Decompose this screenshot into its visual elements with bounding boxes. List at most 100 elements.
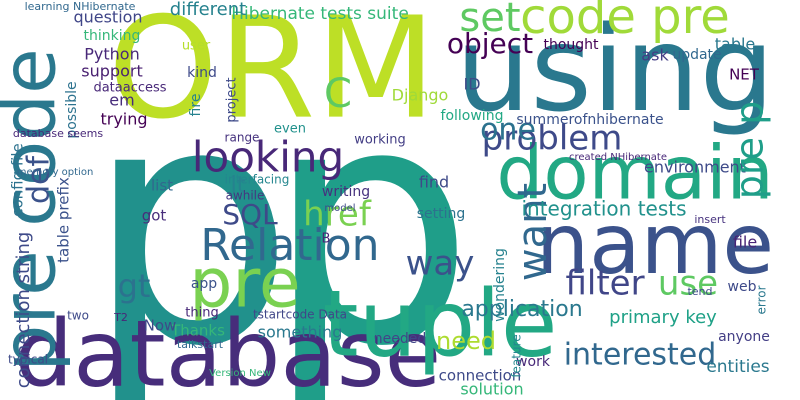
word: C bbox=[324, 71, 352, 117]
word: anyone bbox=[718, 329, 770, 345]
word: integration tests bbox=[521, 197, 686, 221]
word: ID bbox=[463, 75, 480, 94]
word: kind bbox=[187, 65, 217, 81]
word: tuple bbox=[323, 270, 558, 377]
word: gt bbox=[118, 267, 151, 305]
word: solution bbox=[460, 380, 523, 399]
word: learning NHibernate bbox=[25, 0, 136, 13]
word: range bbox=[225, 131, 260, 145]
word: support bbox=[81, 62, 142, 81]
word: entities bbox=[706, 357, 769, 377]
word: thought bbox=[543, 37, 599, 53]
word: typical bbox=[8, 353, 48, 367]
word: environment bbox=[644, 158, 746, 177]
word: Version New bbox=[209, 368, 271, 379]
word: def bbox=[22, 155, 57, 205]
word: connection string bbox=[13, 232, 34, 389]
word: T2 bbox=[113, 311, 128, 324]
word: looking bbox=[192, 133, 344, 182]
word: ask bbox=[641, 46, 669, 65]
word: find bbox=[419, 173, 449, 192]
word: two bbox=[67, 309, 89, 323]
word: tend bbox=[687, 285, 712, 298]
word: model bbox=[324, 203, 355, 214]
word: pre p bbox=[728, 101, 772, 200]
word: insert bbox=[694, 213, 726, 226]
word: something bbox=[258, 323, 343, 342]
word: error bbox=[755, 285, 769, 314]
word: Now bbox=[144, 317, 177, 335]
word: interfacing bbox=[225, 173, 290, 187]
word: way bbox=[406, 244, 475, 284]
word: want bbox=[510, 183, 556, 281]
word: dataaccess bbox=[93, 81, 166, 96]
word: wondering bbox=[492, 248, 508, 322]
word: connection bbox=[439, 367, 522, 385]
word: update bbox=[672, 47, 721, 63]
word: interested bbox=[564, 338, 717, 373]
word: web bbox=[728, 279, 757, 295]
word: Django bbox=[392, 86, 449, 105]
word: database seems bbox=[13, 127, 103, 140]
word: object bbox=[447, 27, 533, 60]
word: memory option bbox=[17, 167, 94, 178]
word: feature bbox=[510, 334, 524, 377]
word: file bbox=[733, 233, 757, 252]
word: NET bbox=[729, 66, 760, 84]
word: config file bbox=[9, 143, 27, 217]
word: thinking bbox=[84, 28, 141, 44]
word: database bbox=[15, 300, 442, 400]
word: fire bbox=[188, 94, 204, 117]
word: B bbox=[322, 232, 331, 247]
word: following bbox=[441, 108, 504, 124]
word: project bbox=[225, 77, 240, 122]
word: summerofnhibernate bbox=[516, 112, 663, 128]
word: ORM bbox=[108, 0, 436, 151]
word: tstartcode Data bbox=[253, 308, 347, 322]
word: table prefix bbox=[55, 177, 73, 263]
word: talkstart bbox=[177, 338, 224, 351]
word: working bbox=[354, 133, 406, 148]
word: em bbox=[109, 91, 134, 110]
word: question bbox=[73, 8, 142, 27]
word: filter bbox=[565, 264, 644, 304]
word: setting bbox=[417, 206, 466, 222]
word: primary key bbox=[609, 307, 717, 328]
word: table bbox=[715, 35, 756, 54]
word: use bbox=[658, 264, 718, 304]
word: even bbox=[274, 122, 306, 137]
word: app bbox=[191, 276, 217, 292]
word: set bbox=[459, 0, 520, 41]
word: code pre bbox=[520, 0, 730, 45]
word: problem bbox=[482, 119, 623, 159]
word: href bbox=[303, 195, 372, 235]
word: pre code bbox=[0, 48, 73, 371]
word: thing bbox=[185, 306, 218, 321]
word: using bbox=[456, 0, 775, 138]
word: Relation bbox=[200, 220, 379, 271]
word: name bbox=[536, 195, 774, 293]
word: awhile bbox=[226, 189, 265, 203]
word: writing bbox=[322, 184, 370, 200]
word: lt bbox=[231, 173, 246, 198]
word: domain bbox=[496, 131, 773, 217]
word: trying bbox=[100, 110, 147, 129]
word: possible bbox=[64, 81, 80, 138]
word: one bbox=[480, 113, 536, 148]
word: different bbox=[170, 0, 246, 20]
word: created NHibernate bbox=[569, 152, 667, 163]
word: Hibernate tests suite bbox=[231, 4, 409, 24]
word: p bbox=[85, 34, 294, 400]
word: p bbox=[265, 34, 474, 400]
word: pre bbox=[189, 245, 300, 324]
word: application bbox=[461, 297, 582, 322]
word: Python bbox=[84, 45, 139, 64]
word: Thanks bbox=[170, 322, 225, 340]
word: work bbox=[516, 354, 551, 370]
word: list bbox=[151, 177, 173, 195]
word: SQL bbox=[222, 198, 278, 231]
word: got bbox=[142, 207, 167, 225]
